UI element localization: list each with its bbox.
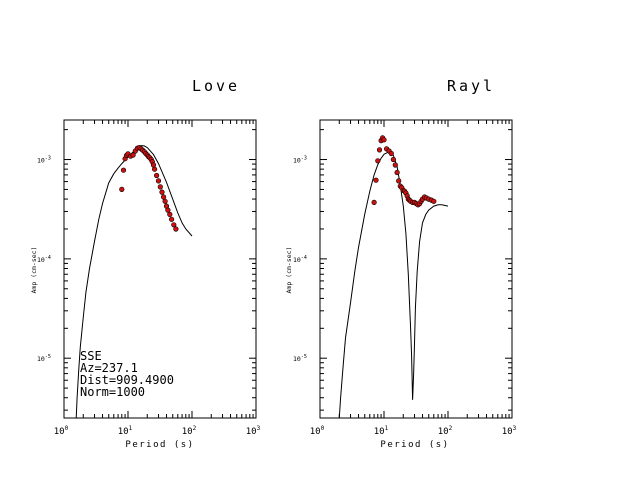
rayl-y-ticks: [320, 129, 512, 411]
love-x-axis-label: Period (s): [125, 440, 194, 450]
rayl-panel: Rayl Period (s) Amp (cm-sec) 100 101 102 10…: [285, 77, 517, 450]
love-title: Love: [192, 77, 240, 95]
love-y-axis-label: Amp (cm-sec): [30, 247, 38, 294]
rayl-y-tick-label: 10-4: [293, 255, 307, 264]
rayl-x-ticks: [319, 120, 513, 418]
love-observed-point: [159, 189, 165, 195]
love-observed-points: [119, 145, 179, 232]
rayl-y-tick-label: 10-3: [293, 156, 307, 165]
love-x-tick-label: 102: [182, 425, 197, 437]
love-observed-point: [171, 222, 177, 228]
love-x-tick-label: 101: [118, 425, 133, 437]
rayl-observed-point: [373, 177, 379, 183]
love-observed-point: [120, 167, 127, 173]
love-observed-point: [157, 184, 163, 190]
rayl-title: Rayl: [447, 77, 495, 95]
love-x-ticks: [63, 120, 257, 418]
rayl-observed-point: [431, 198, 437, 204]
rayl-x-axis-label: Period (s): [380, 440, 449, 450]
love-y-tick-label: 10-5: [37, 354, 51, 363]
love-annotation-norm: Norm=1000: [80, 385, 145, 399]
love-observed-point: [155, 178, 162, 184]
love-y-tick-label: 10-3: [37, 156, 51, 165]
love-observed-point: [161, 194, 167, 200]
love-observed-point: [165, 207, 171, 213]
rayl-y-tick-label: 10-5: [293, 354, 307, 363]
rayl-observed-point: [390, 156, 397, 163]
rayl-theoretical-curve: [338, 151, 449, 419]
rayl-y-axis-label: Amp (cm-sec): [285, 247, 293, 294]
rayl-plot-frame: [319, 119, 513, 419]
love-observed-point: [152, 166, 158, 172]
rayl-observed-point: [376, 147, 383, 153]
love-annotation-azimuth: Az=237.1: [80, 361, 138, 375]
rayl-observed-point: [388, 150, 394, 157]
rayl-observed-points: [371, 135, 437, 208]
love-observed-point: [167, 211, 173, 217]
rayl-x-tick-label: 100: [310, 425, 325, 437]
love-x-tick-label: 103: [246, 425, 261, 437]
love-plot-frame: [63, 119, 257, 419]
rayl-observed-point: [396, 178, 402, 184]
rayl-observed-point: [371, 199, 377, 205]
rayl-observed-point: [375, 158, 381, 164]
love-panel: Love Period (s) Amp (cm-sec) SSE Az=237.…: [30, 77, 261, 450]
love-observed-point: [150, 162, 157, 168]
love-observed-point: [154, 172, 160, 179]
love-observed-point: [130, 152, 136, 158]
rayl-x-tick-label: 102: [438, 425, 453, 437]
love-annotation-station: SSE: [80, 349, 102, 363]
rayl-observed-point: [381, 137, 387, 143]
love-observed-point: [119, 186, 125, 192]
love-observed-point: [162, 198, 168, 204]
rayl-observed-point: [394, 169, 400, 176]
love-annotation: SSE Az=237.1 Dist=909.4900 Norm=1000: [80, 349, 174, 399]
love-y-tick-label: 10-4: [37, 255, 51, 264]
rayl-x-tick-label: 101: [374, 425, 389, 437]
love-x-tick-label: 100: [54, 425, 69, 437]
love-y-ticks: [64, 129, 256, 411]
love-observed-point: [169, 216, 175, 222]
love-annotation-distance: Dist=909.4900: [80, 373, 174, 387]
rayl-x-tick-label: 103: [502, 425, 517, 437]
rayl-observed-point: [392, 162, 398, 168]
love-observed-point: [173, 226, 179, 232]
